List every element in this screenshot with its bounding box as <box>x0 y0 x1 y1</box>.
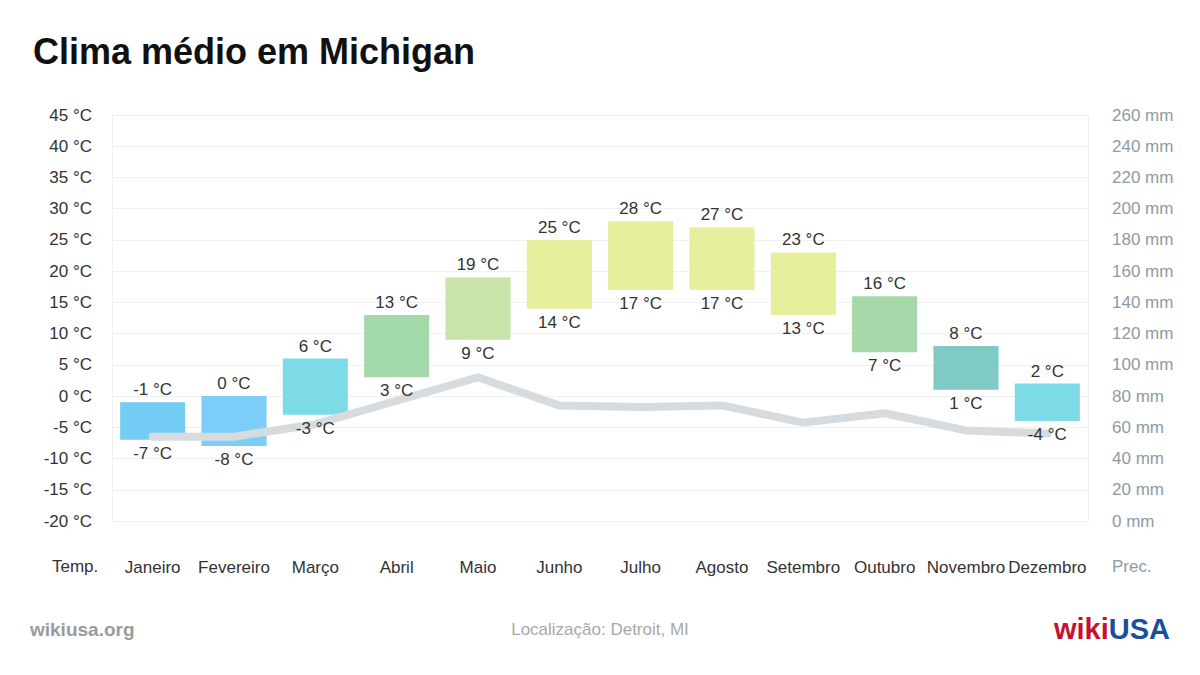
svg-text:Maio: Maio <box>460 558 497 577</box>
svg-text:Janeiro: Janeiro <box>125 558 181 577</box>
svg-text:35 °C: 35 °C <box>49 168 92 187</box>
svg-text:100 mm: 100 mm <box>1112 355 1173 374</box>
svg-text:0 °C: 0 °C <box>217 374 250 393</box>
svg-text:-5 °C: -5 °C <box>53 418 92 437</box>
svg-text:Agosto: Agosto <box>696 558 749 577</box>
svg-text:25 °C: 25 °C <box>538 218 581 237</box>
svg-text:240 mm: 240 mm <box>1112 137 1173 156</box>
svg-text:220 mm: 220 mm <box>1112 168 1173 187</box>
svg-text:-10 °C: -10 °C <box>44 449 92 468</box>
svg-text:15 °C: 15 °C <box>49 293 92 312</box>
svg-text:1 °C: 1 °C <box>949 394 982 413</box>
svg-text:16 °C: 16 °C <box>863 274 906 293</box>
svg-text:25 °C: 25 °C <box>49 230 92 249</box>
svg-text:-15 °C: -15 °C <box>44 480 92 499</box>
svg-text:14 °C: 14 °C <box>538 313 581 332</box>
svg-text:Clima médio em Michigan: Clima médio em Michigan <box>33 31 475 72</box>
svg-text:Dezembro: Dezembro <box>1008 558 1086 577</box>
svg-text:Setembro: Setembro <box>766 558 840 577</box>
svg-text:-3 °C: -3 °C <box>296 419 335 438</box>
svg-text:27 °C: 27 °C <box>701 205 744 224</box>
svg-text:20 °C: 20 °C <box>49 262 92 281</box>
svg-text:Julho: Julho <box>620 558 661 577</box>
svg-text:19 °C: 19 °C <box>457 255 500 274</box>
svg-text:-20 °C: -20 °C <box>44 512 92 531</box>
svg-text:10 °C: 10 °C <box>49 324 92 343</box>
svg-text:-4 °C: -4 °C <box>1028 425 1067 444</box>
svg-text:Novembro: Novembro <box>927 558 1005 577</box>
svg-text:120 mm: 120 mm <box>1112 324 1173 343</box>
svg-text:40 °C: 40 °C <box>49 137 92 156</box>
svg-text:3 °C: 3 °C <box>380 381 413 400</box>
svg-text:30 °C: 30 °C <box>49 199 92 218</box>
svg-text:7 °C: 7 °C <box>868 356 901 375</box>
svg-text:Prec.: Prec. <box>1112 557 1152 576</box>
svg-text:2 °C: 2 °C <box>1031 362 1064 381</box>
svg-text:-1 °C: -1 °C <box>133 380 172 399</box>
svg-text:28 °C: 28 °C <box>619 199 662 218</box>
svg-text:Localização: Detroit, MI: Localização: Detroit, MI <box>511 620 689 639</box>
svg-text:180 mm: 180 mm <box>1112 230 1173 249</box>
svg-text:Junho: Junho <box>536 558 582 577</box>
svg-text:-7 °C: -7 °C <box>133 444 172 463</box>
svg-text:200 mm: 200 mm <box>1112 199 1173 218</box>
svg-text:140 mm: 140 mm <box>1112 293 1173 312</box>
svg-text:Fevereiro: Fevereiro <box>198 558 270 577</box>
svg-text:260 mm: 260 mm <box>1112 106 1173 125</box>
svg-text:Março: Março <box>292 558 339 577</box>
svg-text:60 mm: 60 mm <box>1112 418 1164 437</box>
svg-text:17 °C: 17 °C <box>701 294 744 313</box>
svg-text:0 mm: 0 mm <box>1112 512 1155 531</box>
svg-text:8 °C: 8 °C <box>949 324 982 343</box>
svg-text:13 °C: 13 °C <box>375 293 418 312</box>
svg-text:160 mm: 160 mm <box>1112 262 1173 281</box>
svg-text:6 °C: 6 °C <box>299 337 332 356</box>
svg-text:-8 °C: -8 °C <box>215 450 254 469</box>
svg-text:5 °C: 5 °C <box>59 355 92 374</box>
svg-text:17 °C: 17 °C <box>619 294 662 313</box>
svg-text:0 °C: 0 °C <box>59 387 92 406</box>
svg-text:Temp.: Temp. <box>52 557 98 576</box>
svg-text:23 °C: 23 °C <box>782 230 825 249</box>
svg-text:wiki: wiki <box>1053 613 1109 645</box>
svg-text:20 mm: 20 mm <box>1112 480 1164 499</box>
svg-text:USA: USA <box>1109 613 1170 645</box>
svg-text:wikiusa.org: wikiusa.org <box>29 619 135 640</box>
svg-text:40 mm: 40 mm <box>1112 449 1164 468</box>
svg-text:Abril: Abril <box>380 558 414 577</box>
svg-text:Outubro: Outubro <box>854 558 915 577</box>
svg-text:9 °C: 9 °C <box>461 344 494 363</box>
svg-text:80 mm: 80 mm <box>1112 387 1164 406</box>
svg-text:13 °C: 13 °C <box>782 319 825 338</box>
svg-text:45 °C: 45 °C <box>49 106 92 125</box>
